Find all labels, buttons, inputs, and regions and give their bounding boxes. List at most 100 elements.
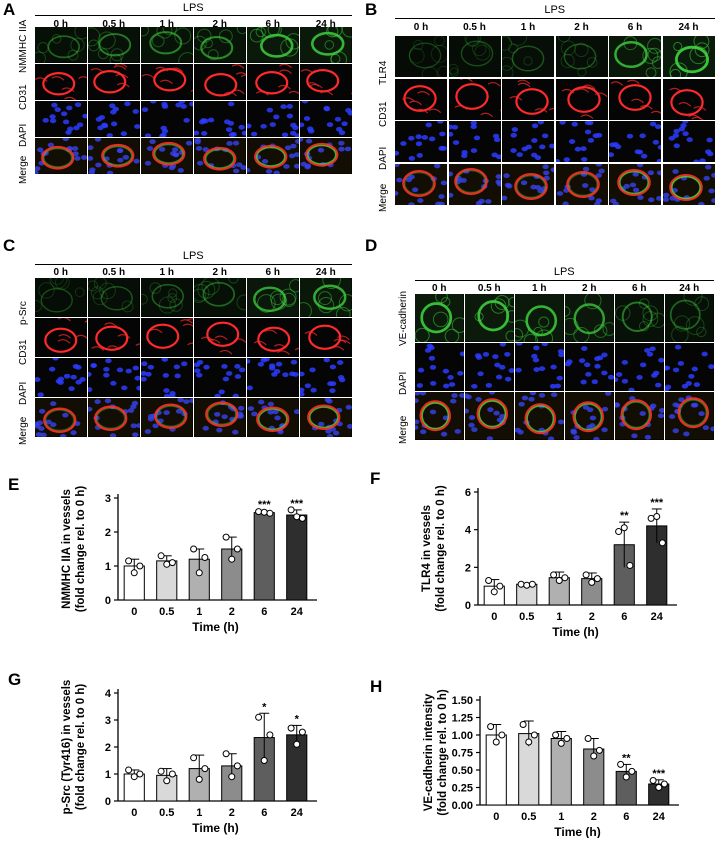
data-point	[552, 731, 560, 739]
x-axis-label: Time (h)	[552, 625, 598, 639]
micrograph-image	[300, 358, 352, 397]
y-tick-label: 3	[105, 715, 111, 727]
bar-chart-f: F 0 2 4 6 0 0.5 1 2 6 ** 24 *** Time (h) TLR4 in vesse…	[362, 469, 717, 645]
time-label: 24 h	[678, 22, 699, 33]
chart-svg: G 0 1 2 3 4 0 0.5 1 2 6 * 24 * Time (h) p-Src (Tyr416) …	[8, 670, 317, 835]
data-point	[136, 770, 144, 778]
data-point	[266, 731, 274, 739]
x-tick-label: 6	[623, 811, 629, 823]
time-label: 24 h	[315, 19, 336, 30]
micrograph-image	[141, 101, 193, 137]
micrograph-image	[300, 64, 352, 100]
micrograph-image	[141, 138, 193, 174]
treatment-label: LPS	[553, 266, 575, 278]
micrograph-image	[615, 343, 664, 391]
chart-svg: H 0.00 0.25 0.50 0.75 1.00 1.25 1.50 0 0.5 1 2 6 ** 24…	[370, 677, 679, 839]
y-axis-label: p-Src (Tyr416) in vessels	[61, 680, 73, 815]
time-label: 6 h	[632, 283, 647, 294]
y-tick-label: 6	[465, 487, 471, 499]
micrograph-image	[35, 358, 87, 397]
micrograph-image	[448, 36, 501, 77]
data-point	[490, 588, 498, 596]
significance-mark: ***	[652, 768, 666, 780]
data-point	[550, 571, 558, 579]
data-point	[195, 569, 203, 577]
row-label: Merge	[18, 155, 29, 184]
data-point	[168, 559, 176, 567]
y-tick-label: 0.50	[452, 765, 473, 777]
micrograph-image	[35, 27, 87, 63]
micrograph-image	[662, 78, 715, 120]
data-point	[485, 577, 493, 585]
x-tick-label: 6	[621, 611, 627, 623]
significance-mark: ***	[650, 497, 664, 509]
row-label: Merge	[378, 183, 389, 212]
data-point	[255, 713, 263, 721]
y-tick-label: 2	[105, 742, 111, 754]
data-point	[492, 738, 500, 746]
data-point	[125, 557, 133, 565]
data-point	[649, 777, 657, 784]
data-point	[298, 514, 306, 522]
time-label: 0 h	[413, 22, 429, 33]
y-axis-label-sub: (fold change rel. to 0 h)	[75, 684, 87, 811]
data-point	[590, 752, 598, 760]
row-label: DAPI	[378, 146, 389, 170]
data-point	[593, 575, 601, 583]
y-tick-label: 0.00	[452, 800, 473, 812]
treatment-bracket	[35, 15, 352, 16]
significance-mark: ***	[258, 499, 272, 511]
micrograph-image	[247, 318, 299, 357]
micrograph-image	[415, 392, 464, 440]
micrograph-image	[300, 278, 352, 317]
micrograph-image	[88, 101, 140, 137]
row-label: NMMHC IIA	[18, 19, 29, 73]
treatment-bracket	[395, 18, 715, 19]
micrograph-image	[609, 121, 661, 162]
data-point	[517, 580, 525, 588]
row-label: Merge	[398, 415, 409, 444]
micrograph-panel-d: D LPS 0 h 0.5 h 1 h 2 h 6 h 24 h VE-cadherin DAPI…	[362, 236, 714, 445]
data-point	[626, 561, 634, 569]
micrograph-image	[565, 294, 614, 342]
data-point	[125, 766, 133, 774]
data-point	[498, 731, 506, 739]
significance-mark: **	[620, 510, 629, 522]
micrograph-image	[502, 121, 554, 162]
x-axis-label: Time (h)	[554, 825, 600, 838]
time-label: 1 h	[532, 283, 547, 294]
row-label: p-Src	[18, 301, 29, 326]
row-label: Merge	[18, 416, 29, 446]
data-point	[584, 735, 592, 742]
y-tick-label: 1	[105, 769, 111, 781]
data-point	[201, 554, 209, 561]
time-label: 6 h	[265, 267, 280, 278]
micrograph-image	[665, 392, 714, 440]
row-label: CD31	[18, 339, 29, 366]
x-tick-label: 1	[196, 807, 202, 819]
micrograph-image	[555, 78, 608, 120]
y-axis-label-sub: (fold change rel. to 0 h)	[437, 689, 449, 816]
panel-label: B	[365, 0, 378, 19]
chart-svg: E 0 1 2 3 0 0.5 1 2 6 *** 24 *** Time (h) NMMHC IIA in…	[8, 475, 317, 634]
micrograph-image	[609, 78, 661, 120]
x-tick-label: 2	[229, 606, 235, 618]
micrograph-image	[141, 27, 193, 63]
data-point	[523, 581, 531, 589]
data-point	[195, 775, 203, 783]
micrograph-image	[448, 163, 501, 205]
time-label: 2 h	[582, 283, 597, 294]
micrograph-image	[88, 64, 140, 100]
micrograph-image	[141, 278, 193, 317]
micrograph-image	[615, 392, 664, 440]
micrograph-image	[465, 392, 514, 440]
row-label: TLR4	[378, 60, 389, 85]
significance-mark: **	[622, 752, 631, 764]
data-point	[519, 721, 527, 728]
micrograph-image	[141, 358, 193, 397]
y-axis-label-sub: (fold change rel. to 0 h)	[75, 486, 87, 613]
panel-label: G	[8, 670, 21, 689]
micrograph-image	[515, 294, 564, 342]
micrograph-image	[88, 138, 140, 174]
micrograph-image	[415, 294, 464, 342]
